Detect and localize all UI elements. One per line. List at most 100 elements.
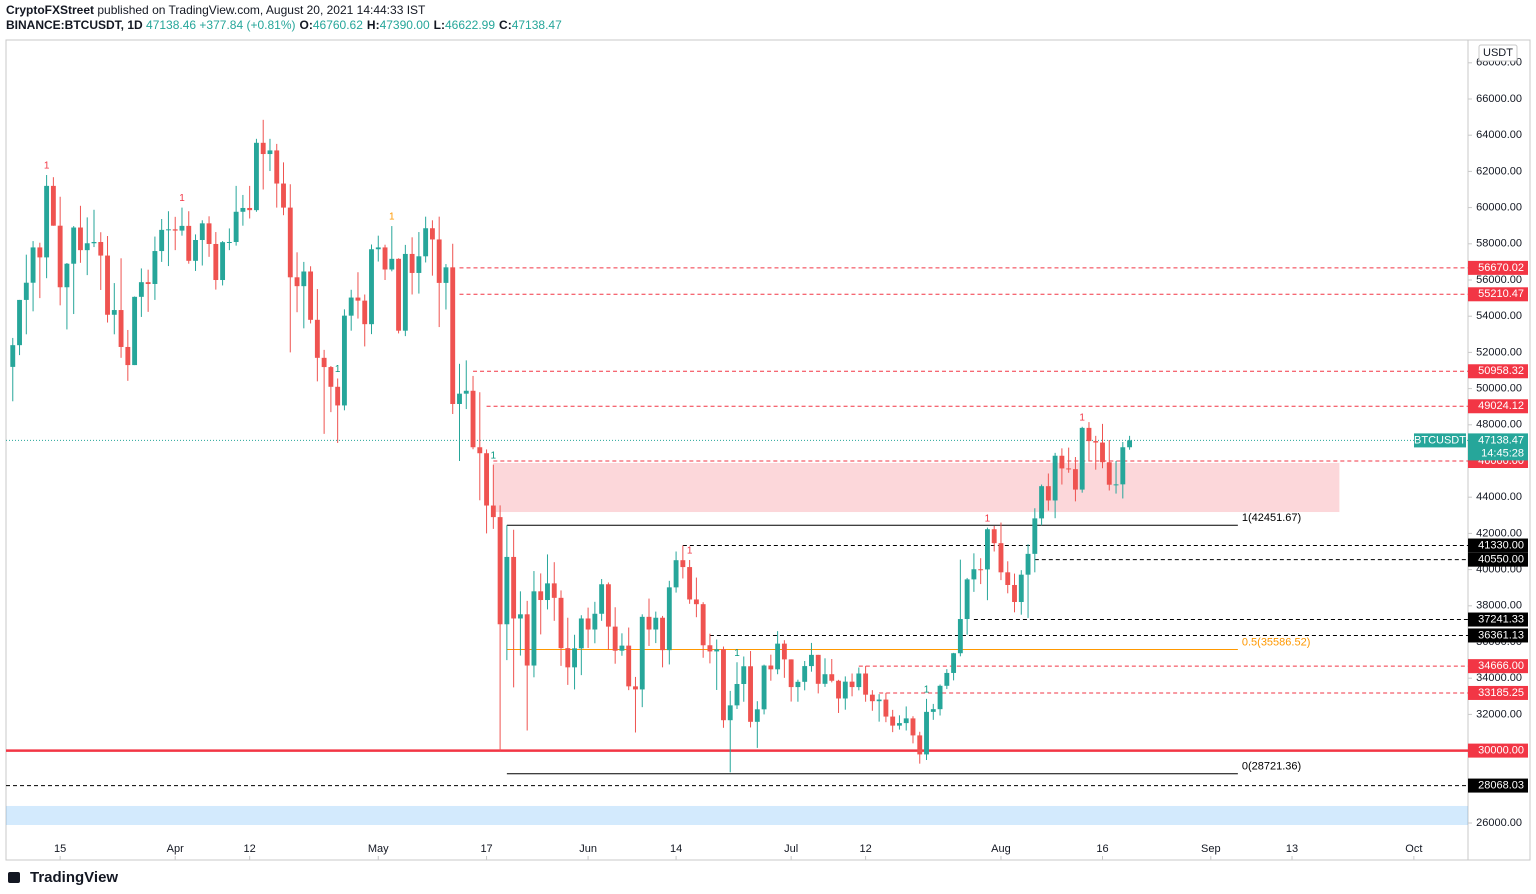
candle-body xyxy=(639,616,645,690)
candle-body xyxy=(490,505,496,518)
x-tick-label: 12 xyxy=(244,843,256,855)
level-tag xyxy=(1468,612,1528,627)
td-mark: 1 xyxy=(734,648,740,659)
x-tick-label: Jun xyxy=(579,843,597,855)
candle-body xyxy=(917,735,923,755)
candle-body xyxy=(1120,447,1126,485)
candle-body xyxy=(815,654,821,684)
y-tick-label: 38000.00 xyxy=(1476,600,1522,612)
x-tick-label: Jul xyxy=(784,843,798,855)
candle-body xyxy=(829,674,835,681)
candle-body xyxy=(897,723,902,726)
level-tag xyxy=(1468,628,1528,643)
candle-body xyxy=(700,604,706,646)
change: +377.84 (+0.81%) xyxy=(199,18,295,32)
candle-body xyxy=(402,253,408,331)
candle-body xyxy=(1018,574,1024,603)
unit-box xyxy=(1478,44,1518,62)
candle-body xyxy=(687,567,693,600)
level-tag xyxy=(1468,364,1528,379)
y-tick-label: 66000.00 xyxy=(1476,93,1522,105)
td-mark: 1 xyxy=(491,450,497,461)
candle-body xyxy=(463,390,469,394)
candle-body xyxy=(673,560,679,588)
candle-body xyxy=(545,583,550,601)
candle-body xyxy=(429,228,435,240)
candle-body xyxy=(748,666,753,722)
x-tick-label: 15 xyxy=(54,843,66,855)
candle-body xyxy=(626,645,632,687)
candle-body xyxy=(457,393,462,404)
candle-body xyxy=(565,648,571,668)
candle-body xyxy=(335,386,341,406)
level-tag-label: 34666.00 xyxy=(1478,660,1524,672)
candle-body xyxy=(470,390,476,448)
td-mark: 1 xyxy=(687,546,693,557)
candle-body xyxy=(233,211,239,242)
candle-body xyxy=(714,649,720,652)
candle-body xyxy=(998,543,1004,573)
level-tag xyxy=(1468,552,1528,567)
candle-body xyxy=(348,297,354,316)
candle-body xyxy=(809,654,814,667)
symbol: BINANCE:BTCUSDT, 1D xyxy=(6,18,143,32)
published: published on TradingView.com, August 20,… xyxy=(97,3,426,17)
candle-body xyxy=(125,346,131,366)
candle-body xyxy=(423,228,429,257)
level-tag-label: 36361.13 xyxy=(1478,629,1524,641)
candle-body xyxy=(984,529,990,570)
y-tick-label: 60000.00 xyxy=(1476,202,1522,214)
x-tick-label: 13 xyxy=(1286,843,1298,855)
candle-body xyxy=(788,659,794,688)
candle-body xyxy=(1072,469,1078,490)
ohlc-key: C: xyxy=(499,18,512,32)
candle-body xyxy=(409,253,415,273)
x-tick-label: 16 xyxy=(1096,843,1108,855)
x-tick-label: 12 xyxy=(859,843,871,855)
candle-body xyxy=(1113,484,1119,486)
td-mark: 1 xyxy=(1079,412,1085,423)
candle-body xyxy=(362,300,368,325)
candle-body xyxy=(842,681,848,699)
candle-body xyxy=(301,271,307,287)
candle-body xyxy=(1066,468,1072,470)
x-tick-label: May xyxy=(368,843,389,855)
candle-body xyxy=(1045,486,1051,501)
y-tick-label: 50000.00 xyxy=(1476,383,1522,395)
ohlc-value: 46622.99 xyxy=(445,18,495,32)
ohlc-key: O: xyxy=(300,18,313,32)
x-tick-label: Sep xyxy=(1201,843,1221,855)
candle-body xyxy=(605,584,611,627)
level-tag-label: 41330.00 xyxy=(1478,539,1524,551)
candle-body xyxy=(30,247,36,283)
y-tick-label: 52000.00 xyxy=(1476,346,1522,358)
candle-body xyxy=(64,263,70,288)
candle-body xyxy=(558,597,564,649)
candle-body xyxy=(633,686,638,690)
candle-body xyxy=(1039,486,1045,519)
candle-body xyxy=(1086,427,1092,442)
y-unit: USDT xyxy=(1483,47,1513,59)
candle-body xyxy=(1106,462,1112,485)
footer-logo: TradingView xyxy=(8,869,118,886)
y-tick-label: 44000.00 xyxy=(1476,491,1522,503)
fib-label: 1(42451.67) xyxy=(1242,512,1301,524)
candle-body xyxy=(741,666,747,684)
candle-body xyxy=(50,185,56,226)
candle-body xyxy=(856,673,862,688)
y-tick-label: 32000.00 xyxy=(1476,708,1522,720)
candle-body xyxy=(186,225,192,261)
td-mark: 1 xyxy=(924,684,930,695)
candle-body xyxy=(382,247,388,270)
candle-body xyxy=(314,319,320,358)
candle-body xyxy=(145,282,151,284)
level-tag xyxy=(1468,399,1528,414)
candle-body xyxy=(822,674,828,684)
y-tick-label: 56000.00 xyxy=(1476,274,1522,286)
candle-body xyxy=(179,225,185,231)
level-tag-label: 40550.00 xyxy=(1478,554,1524,566)
fib-label: 0.5(35586.52) xyxy=(1242,636,1311,648)
x-tick-label: 17 xyxy=(480,843,492,855)
candle-body xyxy=(890,716,896,726)
